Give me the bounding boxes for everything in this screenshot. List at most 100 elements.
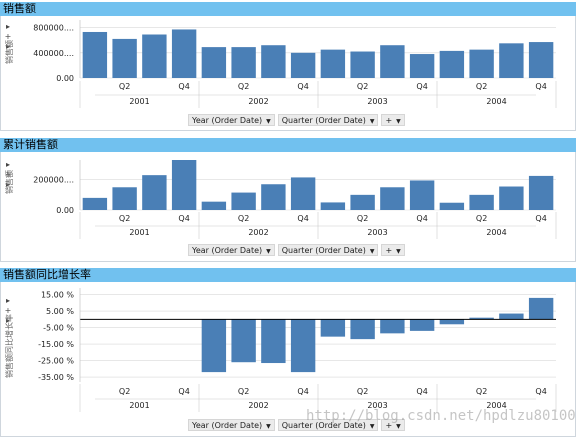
bar bbox=[201, 47, 227, 78]
quarter-tick-label: Q4 bbox=[535, 387, 546, 396]
bar bbox=[499, 186, 524, 210]
bar bbox=[201, 319, 227, 373]
side-controls[interactable]: ▸ + ▸ bbox=[2, 160, 14, 190]
year-label: 2003 bbox=[367, 228, 387, 237]
chart-title: 累计销售额 bbox=[0, 138, 576, 152]
bar bbox=[290, 319, 316, 373]
dropdown-icon: ▼ bbox=[266, 423, 271, 430]
bar bbox=[201, 201, 227, 210]
year-label: 2001 bbox=[129, 228, 149, 237]
expand-icon[interactable]: ▸ bbox=[5, 316, 10, 325]
bar bbox=[469, 194, 494, 210]
bar bbox=[350, 319, 375, 340]
bar bbox=[409, 180, 435, 210]
y-tick-label: -5.00 % bbox=[43, 324, 74, 333]
bar bbox=[409, 54, 435, 78]
bar bbox=[112, 187, 137, 210]
plus-icon[interactable]: + bbox=[4, 306, 12, 315]
yoy-growth-chart: 销售额同比增长率 15.00 % 5.00 % -5.00 % -15.00 % -25.… bbox=[4, 288, 557, 412]
y-tick-label: 0.00 bbox=[56, 74, 74, 83]
expand-icon[interactable]: ▸ bbox=[5, 180, 10, 189]
dropdown-icon: ▼ bbox=[266, 248, 271, 255]
quarter-tick-label: Q4 bbox=[416, 387, 427, 396]
bar bbox=[171, 160, 197, 210]
quarter-tick-label: Q4 bbox=[178, 214, 189, 223]
dropdown-icon: ▼ bbox=[396, 248, 401, 255]
bar bbox=[469, 317, 494, 320]
bar bbox=[350, 51, 375, 78]
year-order-date-button[interactable]: Year (Order Date) ▼ bbox=[188, 114, 275, 126]
quarter-tick-label: Q4 bbox=[297, 82, 308, 91]
quarter-tick-label: Q4 bbox=[535, 82, 546, 91]
bar bbox=[82, 31, 108, 78]
dropdown-icon: ▼ bbox=[369, 118, 375, 125]
expand-icon[interactable]: ▸ bbox=[5, 22, 10, 31]
quarter-order-date-button[interactable]: Quarter (Order Date) ▼ bbox=[277, 419, 379, 431]
y-tick-label: -15.00 % bbox=[38, 340, 74, 349]
expand-icon[interactable]: ▸ bbox=[5, 160, 10, 169]
bar bbox=[112, 38, 137, 78]
dropdown-icon: ▼ bbox=[369, 423, 375, 430]
bar bbox=[439, 202, 465, 210]
bar bbox=[499, 313, 524, 320]
axis-controls: Year (Order Date) ▼ Quarter (Order Date) ▼… bbox=[188, 244, 405, 256]
add-level-button[interactable]: + ▼ bbox=[381, 419, 405, 431]
y-tick-label: 5.00 % bbox=[46, 307, 74, 316]
quarter-tick-label: Q2 bbox=[119, 214, 130, 223]
dropdown-icon: ▼ bbox=[396, 118, 401, 125]
plus-icon[interactable]: + bbox=[4, 170, 12, 179]
year-label: 2002 bbox=[248, 401, 268, 410]
bar bbox=[528, 297, 554, 320]
axis-controls: Year (Order Date) ▼ Quarter (Order Date) ▼… bbox=[188, 419, 405, 431]
bar bbox=[320, 49, 346, 78]
cumulative-sales-chart: 销售额 200000.... 0.00 Q2 Q4 Q2 Q4 Q2 Q4 Q2 Q4 2001 200… bbox=[4, 160, 557, 239]
side-controls[interactable]: ▸ + ▸ bbox=[2, 22, 14, 52]
year-label: 2004 bbox=[486, 401, 506, 410]
y-axis-label: 销售额同比增长率 bbox=[4, 314, 14, 378]
quarter-tick-label: Q4 bbox=[297, 387, 308, 396]
year-label: 2002 bbox=[248, 97, 268, 106]
bar bbox=[469, 49, 494, 78]
bar bbox=[142, 34, 167, 78]
y-tick-label: 0.00 bbox=[56, 206, 74, 215]
bar bbox=[171, 29, 197, 79]
bar bbox=[439, 50, 465, 78]
y-axis-label: 销售额 bbox=[4, 40, 14, 64]
dropdown-icon: ▼ bbox=[266, 118, 271, 125]
quarter-tick-label: Q2 bbox=[476, 82, 487, 91]
y-tick-label: -35.00 % bbox=[38, 373, 74, 382]
expand-icon[interactable]: ▸ bbox=[5, 296, 10, 305]
expand-icon[interactable]: ▸ bbox=[5, 42, 10, 51]
y-tick-label: 15.00 % bbox=[41, 291, 74, 300]
bar bbox=[290, 177, 316, 210]
quarter-order-date-button[interactable]: Quarter (Order Date) ▼ bbox=[277, 114, 379, 126]
year-label: 2002 bbox=[248, 228, 268, 237]
bar bbox=[380, 45, 405, 78]
watermark: http://blog.csdn.net/hpdlzu80100 bbox=[306, 408, 576, 424]
dropdown-icon: ▼ bbox=[396, 423, 401, 430]
bar bbox=[528, 42, 554, 78]
chart-title: 销售额 bbox=[0, 2, 576, 16]
quarter-order-date-button[interactable]: Quarter (Order Date) ▼ bbox=[277, 244, 379, 256]
year-label: 2001 bbox=[129, 401, 149, 410]
bar bbox=[528, 175, 554, 210]
axis-controls: Year (Order Date) ▼ Quarter (Order Date) ▼… bbox=[188, 114, 405, 126]
year-order-date-button[interactable]: Year (Order Date) ▼ bbox=[188, 244, 275, 256]
quarter-tick-label: Q2 bbox=[357, 387, 368, 396]
year-label: 2001 bbox=[129, 97, 149, 106]
add-level-button[interactable]: + ▼ bbox=[381, 244, 405, 256]
bar bbox=[439, 319, 465, 325]
year-label: 2004 bbox=[486, 228, 506, 237]
side-controls[interactable]: ▸ + ▸ bbox=[2, 296, 14, 326]
y-tick-label: -25.00 % bbox=[38, 357, 74, 366]
quarter-tick-label: Q4 bbox=[416, 82, 427, 91]
quarter-tick-label: Q2 bbox=[238, 387, 249, 396]
quarter-tick-label: Q2 bbox=[238, 82, 249, 91]
year-order-date-button[interactable]: Year (Order Date) ▼ bbox=[188, 419, 275, 431]
chart-title: 销售额同比增长率 bbox=[0, 268, 576, 282]
bar bbox=[231, 192, 256, 210]
plus-icon[interactable]: + bbox=[4, 32, 12, 41]
bar bbox=[380, 319, 405, 334]
add-level-button[interactable]: + ▼ bbox=[381, 114, 405, 126]
quarter-tick-label: Q2 bbox=[119, 387, 130, 396]
